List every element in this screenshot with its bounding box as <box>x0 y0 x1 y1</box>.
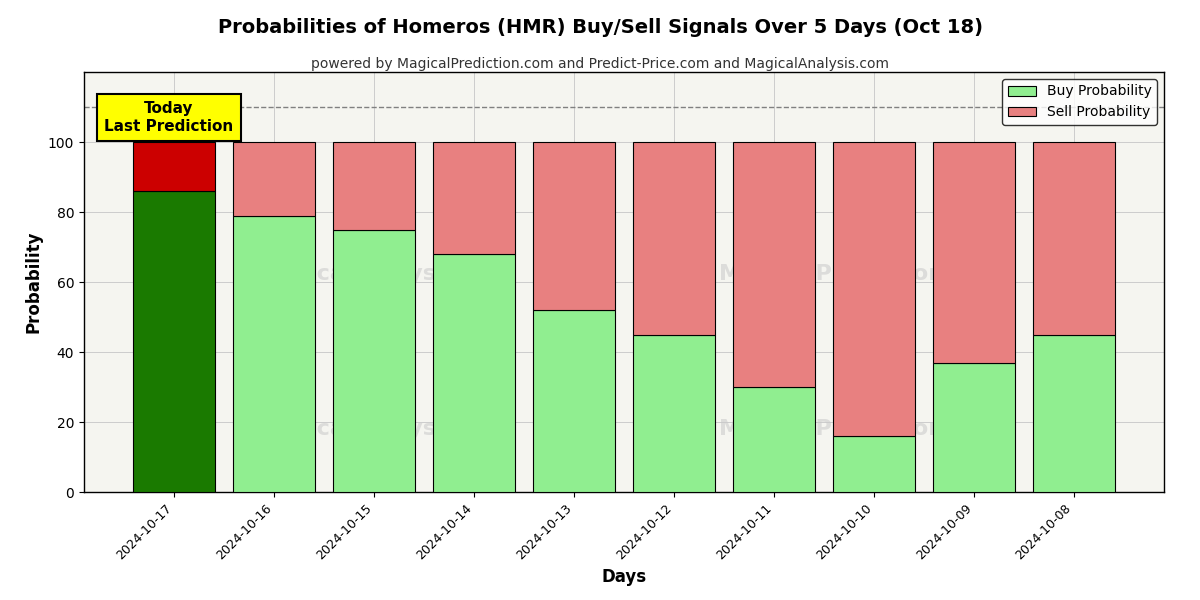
X-axis label: Days: Days <box>601 568 647 586</box>
Bar <box>433 254 515 492</box>
Bar <box>632 142 715 335</box>
Bar <box>233 142 316 215</box>
Text: Today
Last Prediction: Today Last Prediction <box>104 101 234 134</box>
Text: MagicalAnalysis.com: MagicalAnalysis.com <box>256 263 517 284</box>
Bar <box>133 142 215 191</box>
Text: MagicalPrediction.com: MagicalPrediction.com <box>719 419 1004 439</box>
Text: powered by MagicalPrediction.com and Predict-Price.com and MagicalAnalysis.com: powered by MagicalPrediction.com and Pre… <box>311 57 889 71</box>
Bar <box>833 142 914 436</box>
Bar <box>1033 335 1115 492</box>
Bar <box>334 142 415 229</box>
Text: Probabilities of Homeros (HMR) Buy/Sell Signals Over 5 Days (Oct 18): Probabilities of Homeros (HMR) Buy/Sell … <box>217 18 983 37</box>
Bar <box>1033 142 1115 335</box>
Bar <box>733 142 815 387</box>
Bar <box>932 362 1015 492</box>
Bar <box>233 215 316 492</box>
Bar <box>632 335 715 492</box>
Bar <box>733 387 815 492</box>
Bar <box>133 191 215 492</box>
Text: MagicalAnalysis.com: MagicalAnalysis.com <box>256 419 517 439</box>
Bar <box>533 310 616 492</box>
Text: MagicalPrediction.com: MagicalPrediction.com <box>719 263 1004 284</box>
Y-axis label: Probability: Probability <box>24 231 42 333</box>
Bar <box>433 142 515 254</box>
Bar <box>932 142 1015 362</box>
Bar <box>833 436 914 492</box>
Bar <box>533 142 616 310</box>
Bar <box>334 229 415 492</box>
Legend: Buy Probability, Sell Probability: Buy Probability, Sell Probability <box>1002 79 1157 125</box>
